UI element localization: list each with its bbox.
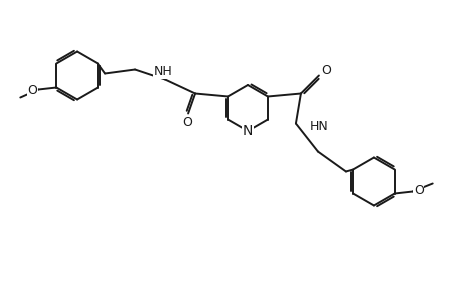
Text: O: O	[27, 84, 37, 97]
Text: NH: NH	[153, 65, 172, 78]
Text: O: O	[182, 116, 191, 129]
Text: O: O	[413, 184, 423, 197]
Text: N: N	[242, 124, 252, 138]
Text: O: O	[320, 64, 330, 77]
Text: HN: HN	[309, 120, 328, 133]
